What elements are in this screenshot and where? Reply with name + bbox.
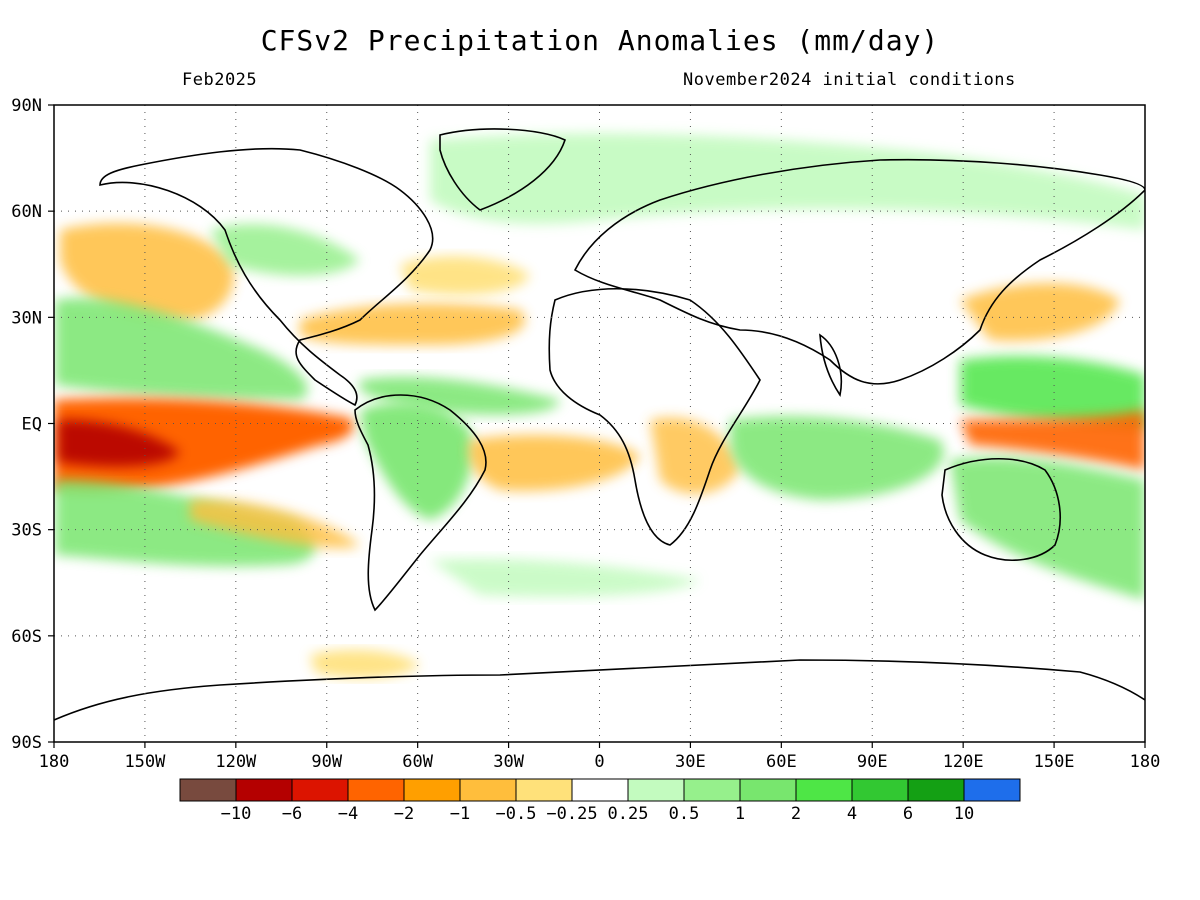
lon-tick-label: 150W [124,752,166,772]
colorbar-swatch [851,778,909,802]
lon-tick-label: 90W [311,752,342,772]
initial-conditions-label: November2024 initial conditions [683,70,1016,90]
lon-tick-label: 120E [943,752,984,772]
coast-africa [548,287,761,546]
lat-tick-label: 30N [11,308,42,328]
coast-india [819,333,843,398]
colorbar-label: 10 [954,804,974,824]
coast-antarctica [54,659,1145,721]
lon-tick-label: 60E [766,752,797,772]
colorbar-label: 4 [847,804,857,824]
colorbar-swatch [571,778,629,802]
dry-antarctic-coast [310,649,420,679]
coast-north-america [99,147,434,407]
lat-tick-label: 90N [11,96,42,116]
dry-west-pacific [960,410,1145,470]
coast-greenland [439,128,566,211]
colorbar-swatch [235,778,293,802]
colorbar-swatch [403,778,461,802]
chart-title: CFSv2 Precipitation Anomalies (mm/day) [260,24,940,57]
lon-tick-label: 180 [1130,752,1161,772]
colorbar-label: −10 [221,804,252,824]
lat-tick-label: EQ [22,415,42,435]
lon-tick-label: 180 [39,752,70,772]
lon-tick-label: 0 [594,752,604,772]
lat-tick-label: 30S [11,521,42,541]
valid-month-label: Feb2025 [182,70,258,90]
dry-northwest-pacific [960,283,1120,341]
wet-south-pacific [55,479,316,567]
wet-north-america [210,224,360,276]
wet-southern-ocean [430,558,700,597]
colorbar: −10 −6 −4 −2 −1 −0.5 −0.25 0.25 0.5 1 2 4 6 10 [179,778,1021,824]
wet-west-pacific [960,355,1145,430]
colorbar-label: −0.25 [546,804,597,824]
dry-north-pacific [60,223,234,322]
coast-south-america [354,394,487,612]
colorbar-swatch [907,778,965,802]
lon-tick-label: 60W [402,752,433,772]
axis-ticks: 180 150W 120W 90W 60W 30W 0 30E 60E 90E 120E 150E 18… [11,96,1160,772]
colorbar-swatch [963,778,1021,802]
colorbar-label: 0.5 [669,804,700,824]
lon-tick-label: 30W [493,752,524,772]
colorbar-label: −6 [282,804,302,824]
colorbar-label: 2 [791,804,801,824]
colorbar-swatch [459,778,517,802]
dry-south-pacific [190,499,360,549]
colorbar-swatch [347,778,405,802]
colorbar-swatch [291,778,349,802]
coastlines [54,128,1145,721]
colorbar-label: −2 [394,804,414,824]
dry-gulf-mexico [300,303,526,345]
coast-eurasia [573,158,1145,385]
lat-tick-label: 90S [11,733,42,753]
wet-amazon [360,402,473,520]
lon-tick-label: 30E [675,752,706,772]
dry-equatorial-pacific [54,398,354,492]
wet-australia [950,457,1145,600]
lat-tick-label: 60N [11,202,42,222]
lon-tick-label: 120W [215,752,257,772]
dry-south-atlantic [468,435,640,491]
dry-equatorial-pacific-core [58,419,180,467]
lon-tick-label: 90E [857,752,888,772]
lon-tick-label: 150E [1034,752,1075,772]
wet-north-pacific [55,298,308,400]
wet-eurasia-north [430,133,1145,230]
wet-indian-ocean [730,416,944,500]
colorbar-swatch [515,778,573,802]
colorbar-label: −0.5 [496,804,537,824]
colorbar-swatch [795,778,853,802]
colorbar-label: −1 [450,804,470,824]
wet-atlantic-itcz [360,376,560,415]
colorbar-label: −4 [338,804,358,824]
dry-north-atlantic [400,256,530,295]
colorbar-label: 1 [735,804,745,824]
colorbar-swatch [683,778,741,802]
lat-tick-label: 60S [11,627,42,647]
colorbar-swatch [627,778,685,802]
coast-australia [941,458,1061,561]
anomaly-field [54,133,1145,679]
colorbar-label: 0.25 [608,804,649,824]
dry-southern-africa [650,417,740,494]
colorbar-swatch [179,778,237,802]
colorbar-swatch [739,778,797,802]
colorbar-label: 6 [903,804,913,824]
